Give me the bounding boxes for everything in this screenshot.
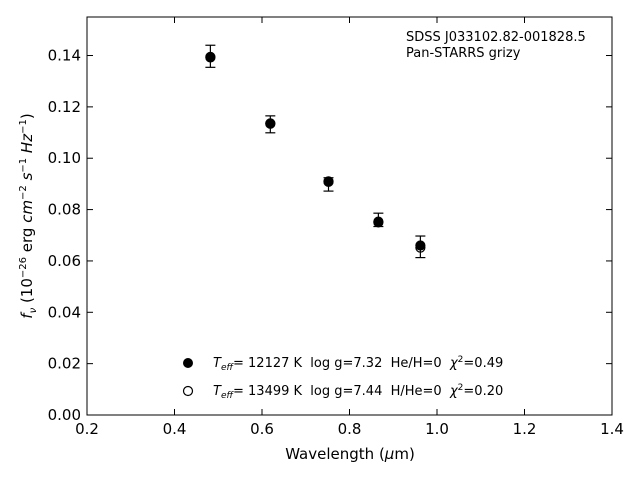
data-markers [205, 51, 426, 253]
annotation-survey: Pan-STARRS grizy [406, 46, 521, 61]
axis-ticks: 0.2 0.4 0.6 0.8 1.0 1.2 1.4 0.00 0.02 0.04 0.06 0.0… [48, 17, 624, 438]
x-tick-label: 1.0 [425, 420, 449, 438]
data-point-open [265, 118, 276, 129]
legend-marker-filled [183, 358, 193, 368]
legend-label-2: Teff= 13499 K log g=7.44 H/He=0 χ2=0.20 [213, 383, 503, 401]
y-tick-label: 0.02 [48, 355, 81, 373]
y-tick-label: 0.14 [48, 47, 81, 65]
legend-marker-open [182, 385, 194, 397]
y-tick-label: 0.06 [48, 252, 81, 270]
x-tick-label: 1.4 [600, 420, 624, 438]
x-tick-label: 0.6 [250, 420, 274, 438]
y-tick-label: 0.04 [48, 303, 81, 321]
data-point-open [373, 217, 384, 228]
data-point-filled [415, 240, 426, 251]
y-tick-label: 0.10 [48, 149, 81, 167]
annotation-object-name: SDSS J033102.82-001828.5 [406, 30, 586, 45]
y-tick-label: 0.00 [48, 406, 81, 424]
y-tick-label: 0.12 [48, 98, 81, 116]
data-point-open [205, 52, 216, 63]
data-point-open [323, 176, 334, 187]
data-point-open [415, 242, 426, 253]
x-tick-label: 1.2 [513, 420, 537, 438]
y-axis-title: fν (10−26 erg cm−2 s−1 Hz−1) [18, 113, 39, 318]
y-tick-label: 0.08 [48, 201, 81, 219]
x-tick-label: 0.8 [338, 420, 362, 438]
x-tick-label: 0.2 [75, 420, 99, 438]
x-tick-label: 0.4 [163, 420, 187, 438]
legend: Teff= 12127 K log g=7.32 He/H=0 χ2=0.49 … [182, 355, 503, 401]
plot-area [86, 16, 613, 416]
legend-label-1: Teff= 12127 K log g=7.32 He/H=0 χ2=0.49 [213, 355, 503, 373]
x-axis-title: Wavelength (μm) [285, 445, 415, 463]
